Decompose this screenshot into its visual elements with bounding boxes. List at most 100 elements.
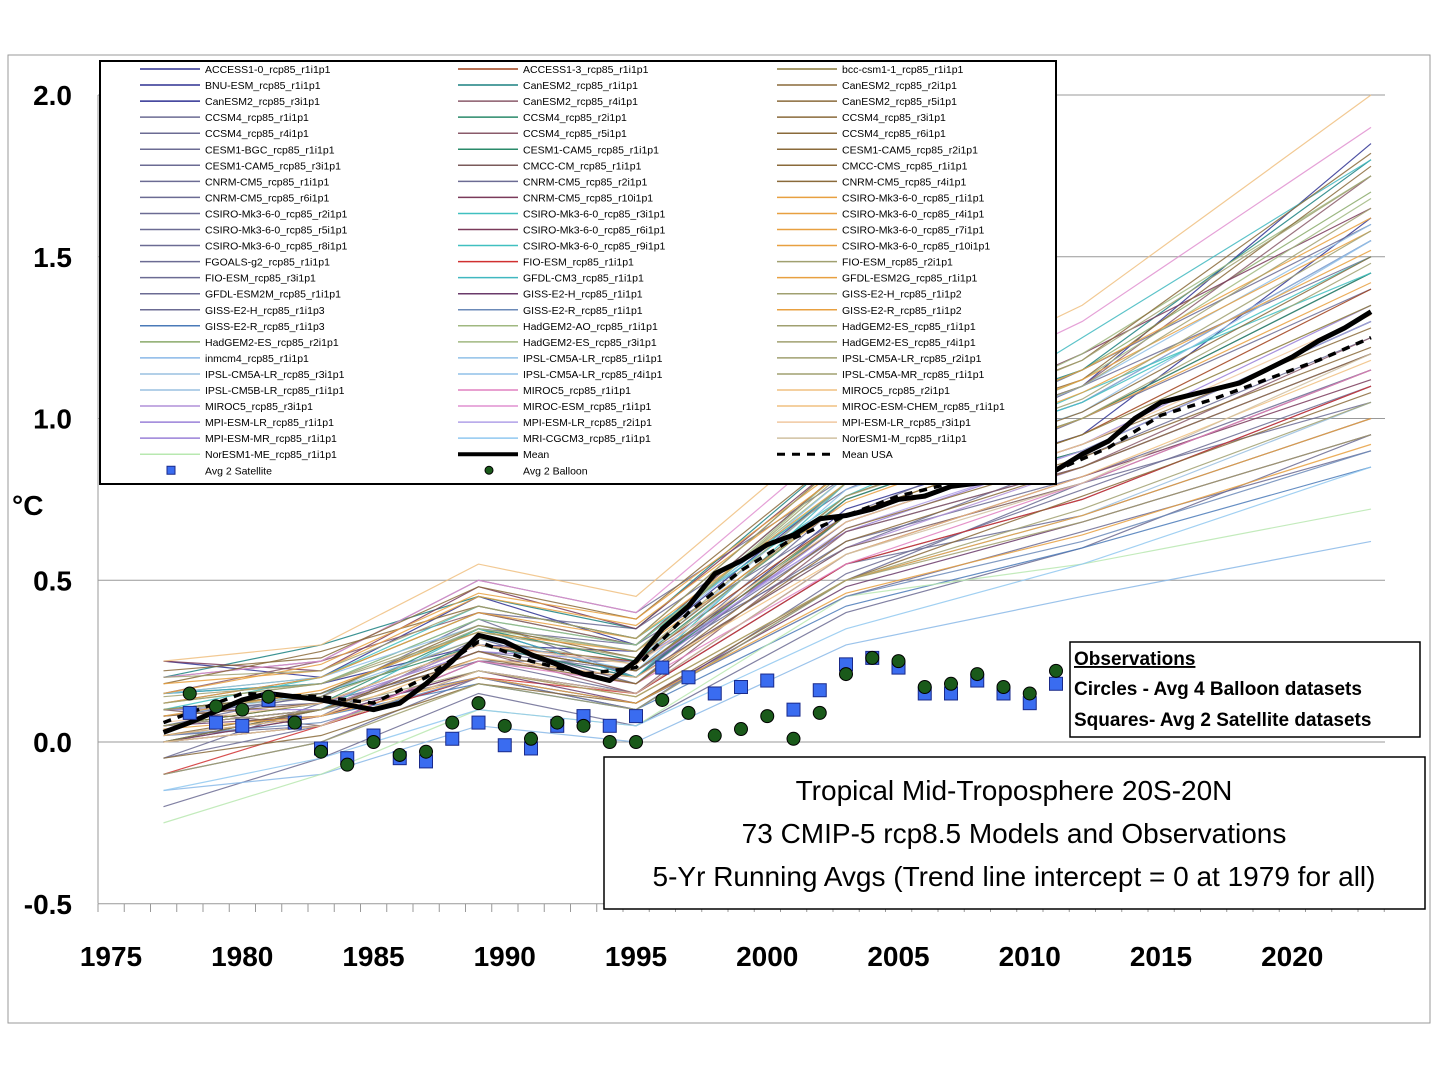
- legend-entry: MPI-ESM-MR_rcp85_r1i1p1: [140, 433, 337, 445]
- legend-label: GISS-E2-H_rcp85_r1i1p3: [205, 305, 325, 317]
- legend-label: MRI-CGCM3_rcp85_r1i1p1: [523, 433, 651, 445]
- legend-entry: NorESM1-M_rcp85_r1i1p1: [777, 433, 967, 445]
- legend-entry: CanESM2_rcp85_r4i1p1: [458, 96, 638, 108]
- balloon-marker: [1049, 663, 1063, 678]
- model-line: [163, 314, 1372, 724]
- legend-entry: CSIRO-Mk3-6-0_rcp85_r1i1p1: [777, 192, 985, 204]
- legend-entry: CSIRO-Mk3-6-0_rcp85_r10i1p1: [777, 241, 990, 253]
- legend-label: IPSL-CM5B-LR_rcp85_r1i1p1: [205, 385, 345, 397]
- legend-label: HadGEM2-ES_rcp85_r2i1p1: [205, 337, 339, 349]
- balloon-marker: [497, 718, 512, 733]
- legend-entry: CSIRO-Mk3-6-0_rcp85_r8i1p1: [140, 241, 348, 253]
- legend-entry: ACCESS1-0_rcp85_r1i1p1: [140, 64, 331, 76]
- legend-entry: HadGEM2-AO_rcp85_r1i1p1: [458, 321, 658, 333]
- legend-label: bcc-csm1-1_rcp85_r1i1p1: [842, 64, 964, 76]
- legend-label: CESM1-BGC_rcp85_r1i1p1: [205, 144, 335, 156]
- legend-entry: CNRM-CM5_rcp85_r10i1p1: [458, 192, 653, 204]
- satellite-marker: [1049, 676, 1063, 691]
- title-box-frame: [603, 756, 1426, 910]
- legend-entry: GISS-E2-R_rcp85_r1i1p3: [140, 321, 325, 333]
- mean-line: [162, 309, 1373, 735]
- legend-label: CESM1-CAM5_rcp85_r2i1p1: [842, 144, 978, 156]
- legend-entry: CMCC-CM_rcp85_r1i1p1: [458, 160, 642, 172]
- legend-label: CanESM2_rcp85_r4i1p1: [523, 96, 638, 108]
- legend-entry: CSIRO-Mk3-6-0_rcp85_r4i1p1: [777, 208, 985, 220]
- x-tick-label: 2020: [1261, 941, 1323, 972]
- legend-label: CCSM4_rcp85_r2i1p1: [523, 112, 627, 124]
- legend-entry: GISS-E2-H_rcp85_r1i1p3: [140, 305, 325, 317]
- legend-entry: HadGEM2-ES_rcp85_r1i1p1: [777, 321, 976, 333]
- balloon-marker: [287, 715, 302, 730]
- legend-entry: CESM1-CAM5_rcp85_r2i1p1: [777, 144, 978, 156]
- satellite-marker: [471, 715, 486, 730]
- legend-label: FIO-ESM_rcp85_r2i1p1: [842, 257, 953, 269]
- balloon-marker: [917, 680, 932, 695]
- legend-label: CanESM2_rcp85_r2i1p1: [842, 80, 957, 92]
- model-line: [163, 217, 1372, 695]
- legend-label: GFDL-ESM2M_rcp85_r1i1p1: [205, 289, 341, 301]
- legend-entry: CMCC-CMS_rcp85_r1i1p1: [777, 160, 968, 172]
- balloon-marker: [471, 696, 486, 711]
- model-line: [163, 353, 1372, 743]
- legend-entry: Mean: [458, 449, 549, 461]
- balloon-marker: [602, 735, 617, 749]
- legend-entry: IPSL-CM5A-LR_rcp85_r3i1p1: [140, 369, 345, 381]
- legend-label: MPI-ESM-LR_rcp85_r1i1p1: [205, 417, 334, 429]
- legend-entry: CanESM2_rcp85_r3i1p1: [140, 96, 320, 108]
- legend-label: Mean USA: [842, 449, 893, 461]
- legend-label: FIO-ESM_rcp85_r1i1p1: [523, 257, 634, 269]
- balloon-marker: [839, 667, 853, 682]
- legend-label: CCSM4_rcp85_r1i1p1: [205, 112, 309, 124]
- legend-entry: HadGEM2-ES_rcp85_r4i1p1: [777, 337, 976, 349]
- legend-entry: CCSM4_rcp85_r6i1p1: [777, 128, 946, 140]
- legend-label: HadGEM2-ES_rcp85_r1i1p1: [842, 321, 976, 333]
- legend-entry: bcc-csm1-1_rcp85_r1i1p1: [777, 64, 964, 76]
- observations-line-circles: Circles - Avg 4 Balloon datasets: [1074, 679, 1362, 700]
- legend-entry: NorESM1-ME_rcp85_r1i1p1: [140, 449, 337, 461]
- legend-entry: IPSL-CM5A-LR_rcp85_r4i1p1: [458, 369, 663, 381]
- satellite-marker: [629, 709, 643, 724]
- chart-note: 5-Yr Running Avgs (Trend line intercept …: [653, 861, 1376, 892]
- y-tick-label: 0.5: [33, 565, 72, 596]
- legend-entry: ACCESS1-3_rcp85_r1i1p1: [458, 64, 649, 76]
- legend-entry: MIROC5_rcp85_r2i1p1: [777, 385, 950, 397]
- legend-entry: CSIRO-Mk3-6-0_rcp85_r3i1p1: [458, 208, 666, 220]
- legend-label: MIROC5_rcp85_r2i1p1: [842, 385, 950, 397]
- legend-label: CSIRO-Mk3-6-0_rcp85_r5i1p1: [205, 225, 348, 237]
- y-tick-label: 0.0: [33, 727, 72, 758]
- balloon-marker: [970, 667, 985, 682]
- legend-label: FGOALS-g2_rcp85_r1i1p1: [205, 257, 330, 269]
- satellite-marker: [786, 702, 801, 717]
- balloon-marker: [944, 676, 958, 691]
- legend-label: MIROC5_rcp85_r3i1p1: [205, 401, 313, 413]
- mean-lines: [162, 309, 1373, 735]
- legend-entry: CSIRO-Mk3-6-0_rcp85_r6i1p1: [458, 225, 666, 237]
- satellite-marker: [812, 683, 827, 698]
- legend-label: CSIRO-Mk3-6-0_rcp85_r2i1p1: [205, 208, 348, 220]
- legend-label: CNRM-CM5_rcp85_r6i1p1: [205, 192, 329, 204]
- legend-entry: inmcm4_rcp85_r1i1p1: [140, 353, 309, 365]
- balloon-marker: [209, 699, 223, 714]
- x-tick-label: 2000: [736, 941, 798, 972]
- legend-label: BNU-ESM_rcp85_r1i1p1: [205, 80, 321, 92]
- balloon-marker: [392, 747, 407, 762]
- x-tick-label: 2010: [999, 941, 1061, 972]
- satellite-marker: [655, 660, 670, 675]
- legend-label: MPI-ESM-MR_rcp85_r1i1p1: [205, 433, 337, 445]
- legend-label: MIROC5_rcp85_r1i1p1: [523, 385, 631, 397]
- legend-entry: CNRM-CM5_rcp85_r4i1p1: [777, 176, 966, 188]
- legend-label: HadGEM2-AO_rcp85_r1i1p1: [523, 321, 658, 333]
- satellite-marker: [235, 718, 250, 733]
- legend-label: HadGEM2-ES_rcp85_r4i1p1: [842, 337, 976, 349]
- observations-box-frame: [1069, 641, 1421, 738]
- legend-entry: MIROC-ESM-CHEM_rcp85_r1i1p1: [777, 401, 1005, 413]
- legend-entry: Mean USA: [777, 449, 893, 461]
- observations-box: Observations Circles - Avg 4 Balloon dat…: [1069, 641, 1421, 738]
- y-tick-label: -0.5: [24, 889, 72, 920]
- legend-entry: CESM1-BGC_rcp85_r1i1p1: [140, 144, 335, 156]
- legend-label: CCSM4_rcp85_r4i1p1: [205, 128, 309, 140]
- balloon-marker: [1022, 686, 1037, 701]
- legend-label: CESM1-CAM5_rcp85_r1i1p1: [523, 144, 659, 156]
- balloon-marker: [445, 715, 460, 730]
